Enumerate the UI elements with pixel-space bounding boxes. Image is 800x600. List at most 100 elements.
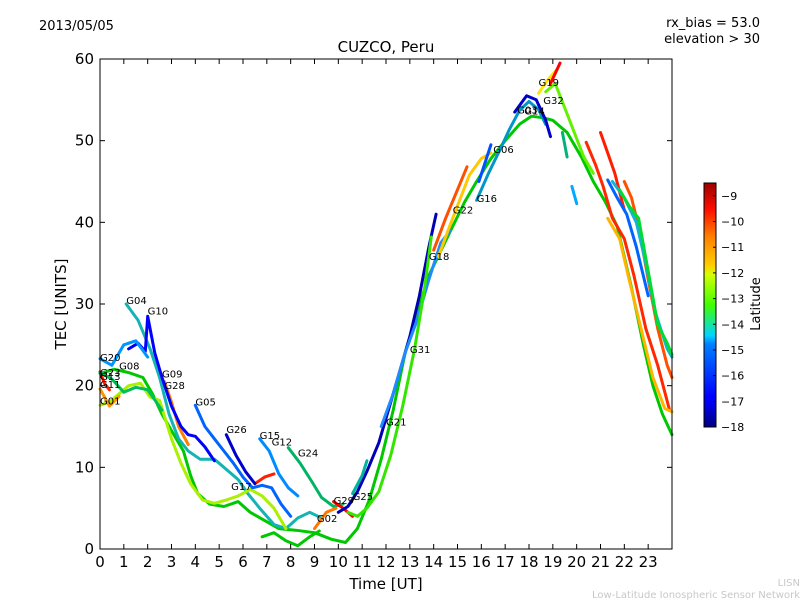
series-line-21 [549, 61, 562, 85]
y-axis-label: TEC [UNITS] [52, 259, 70, 351]
y-tick-label: 40 [75, 213, 94, 231]
satellite-label-g19: G19 [539, 78, 559, 89]
x-tick-label: 16 [472, 553, 491, 571]
series-line-10 [258, 437, 300, 498]
x-tick-label: 5 [214, 553, 224, 571]
series-line-9 [224, 433, 257, 486]
x-tick-label: 3 [167, 553, 177, 571]
x-tick-label: 6 [238, 553, 248, 571]
series-line-4 [98, 381, 288, 531]
y-tick-label: 30 [75, 295, 94, 313]
series-line-33 [98, 370, 111, 392]
satellite-label-g13: G13 [100, 372, 120, 383]
x-tick-label: 11 [353, 553, 372, 571]
satellite-label-g22: G22 [453, 205, 473, 216]
series-line-17 [475, 100, 548, 202]
x-tick-label: 13 [400, 553, 419, 571]
satellite-label-g09: G09 [162, 370, 182, 381]
y-tick-label: 10 [75, 458, 94, 476]
colorbar-tick-label: −15 [721, 344, 744, 357]
series-line-23 [584, 140, 672, 412]
chart-title: CUZCO, Peru [338, 38, 435, 56]
series-line-22 [544, 82, 595, 175]
y-tick-label: 0 [84, 540, 94, 558]
satellite-labels: G04G10G20G08G23G13G11G01G09G28G05G26G15G… [100, 78, 564, 525]
series-line-2 [286, 446, 345, 508]
colorbar-tick-label: −17 [721, 395, 744, 408]
x-axis-label: Time [UT] [348, 575, 422, 593]
colorbar-tick-label: −12 [721, 267, 744, 280]
series-line-19 [513, 94, 552, 139]
rx-bias-label: rx_bias = 53.0 [666, 16, 760, 31]
colorbar-tick-label: −11 [721, 241, 744, 254]
series-line-29 [606, 216, 674, 414]
x-tick-label: 18 [519, 553, 538, 571]
satellite-label-g02: G02 [317, 514, 337, 525]
y-tick-label: 20 [75, 377, 94, 395]
satellite-label-g24: G24 [298, 449, 318, 460]
x-tick-label: 0 [95, 553, 105, 571]
series-line-27 [606, 178, 650, 298]
colorbar-tick-label: −18 [721, 421, 744, 434]
series-line-15 [436, 151, 493, 259]
satellite-label-g23: G23 [100, 368, 120, 379]
x-tick-label: 21 [591, 553, 610, 571]
colorbar-label: Latitude [749, 277, 764, 331]
satellite-label-g21: G21 [386, 418, 406, 429]
colorbar-tick-label: −13 [721, 293, 744, 306]
satellite-label-g08: G08 [119, 361, 139, 372]
colorbar-tick-label: −10 [721, 216, 744, 229]
satellite-label-g15: G15 [260, 431, 280, 442]
colorbar-bar [703, 182, 717, 428]
satellite-label-g10: G10 [148, 307, 168, 318]
series-line-28 [618, 188, 674, 357]
series-line-31 [560, 131, 569, 159]
org-short-name: LISN [778, 578, 800, 589]
x-tick-label: 10 [329, 553, 348, 571]
elevation-label: elevation > 30 [664, 32, 760, 47]
satellite-label-g31: G31 [410, 345, 430, 356]
satellite-label-g17: G17 [231, 482, 251, 493]
satellite-label-g16: G16 [477, 194, 497, 205]
x-tick-label: 4 [191, 553, 201, 571]
satellite-label-g04: G04 [126, 296, 146, 307]
series-line-16 [432, 165, 469, 252]
colorbar: −9 −10 −11 −12 −13 −14 −15 −16 −17 −18 [703, 182, 744, 434]
x-tick-label: 2 [143, 553, 153, 571]
satellite-label-g05: G05 [195, 397, 215, 408]
satellite-label-g11: G11 [100, 380, 120, 391]
series-line-8 [193, 403, 293, 518]
x-tick-label: 22 [615, 553, 634, 571]
series-line-32 [98, 339, 150, 367]
satellite-label-g06: G06 [493, 145, 513, 156]
x-tick-label: 7 [262, 553, 272, 571]
axes: 0 1 2 3 4 5 6 7 8 9 10 11 12 13 14 15 16 17 18 19 20 21 22 2301… [75, 50, 672, 571]
series-line-37 [351, 459, 369, 495]
y-tick-label: 60 [75, 50, 94, 68]
satellite-label-g25: G25 [353, 492, 373, 503]
colorbar-tick-label: −16 [721, 370, 744, 383]
satellite-label-g26: G26 [226, 425, 246, 436]
series-line-3 [260, 529, 321, 548]
series-line-12 [313, 506, 338, 531]
satellite-label-g18: G18 [429, 252, 449, 263]
x-tick-label: 8 [286, 553, 296, 571]
x-tick-label: 14 [424, 553, 443, 571]
series-line-35 [98, 371, 164, 412]
satellite-label-g03: G03 [517, 106, 537, 117]
series-line-1 [124, 302, 324, 531]
series-line-6 [253, 472, 276, 486]
series-line-34 [98, 387, 121, 408]
satellite-label-g14: G14 [524, 107, 544, 118]
series-line-18 [477, 143, 493, 183]
series-line-30 [570, 184, 579, 206]
satellite-label-g20: G20 [100, 353, 120, 364]
x-tick-label: 20 [567, 553, 586, 571]
org-full-name: Low-Latitude Ionospheric Sensor Network [592, 590, 800, 600]
x-tick-label: 1 [119, 553, 129, 571]
x-tick-label: 17 [496, 553, 515, 571]
colorbar-tick-label: −9 [721, 190, 737, 203]
satellite-label-g32: G32 [543, 96, 563, 107]
satellite-label-g28: G28 [164, 381, 184, 392]
